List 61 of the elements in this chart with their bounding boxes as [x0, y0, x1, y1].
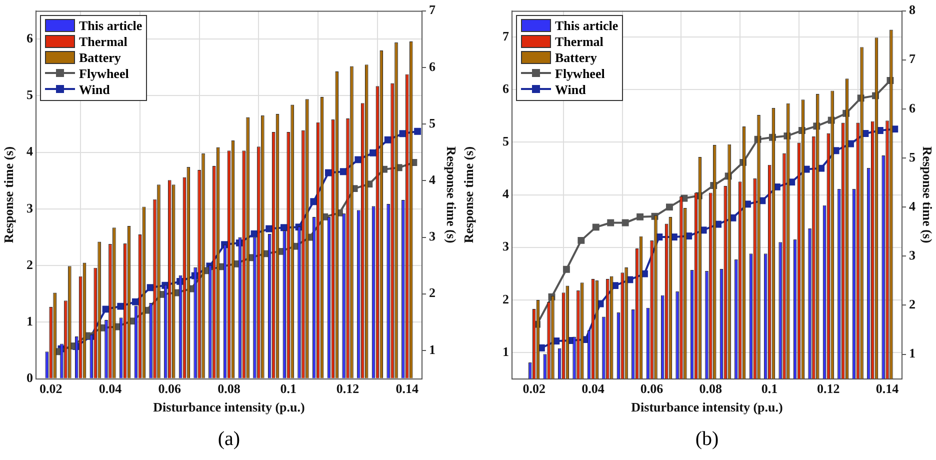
legend-label: Thermal	[79, 34, 128, 50]
y-tick-label: 6	[502, 81, 510, 96]
y-tick-label: 2	[26, 256, 33, 272]
y2-tick-label: 3	[909, 247, 916, 262]
y2-tick-label: 6	[909, 100, 916, 116]
legend-label: This article	[79, 18, 142, 34]
y2-tick-label: 7	[429, 2, 436, 18]
x-tick-label: 0.06	[640, 380, 664, 396]
x-axis-title: Disturbance intensity (p.u.)	[631, 400, 783, 415]
y2-tick-label: 2	[429, 285, 436, 300]
legend-label: This article	[555, 18, 618, 34]
y-tick-label: 2	[502, 291, 509, 306]
y-tick-label: 7	[502, 28, 510, 44]
y-tick-label: 1	[26, 314, 33, 329]
legend-label: Wind	[555, 82, 586, 98]
y2-axis-title: Response time (s)	[920, 146, 935, 244]
legend-label: Wind	[79, 82, 110, 98]
x-tick-label: 0.14	[396, 380, 420, 396]
y2-tick-label: 4	[429, 172, 436, 188]
x-tick-label: 0.1	[761, 380, 778, 396]
x-tick-label: 0.08	[218, 380, 241, 396]
x-tick-label: 0.12	[817, 380, 840, 396]
x-tick-label: 0.04	[98, 380, 122, 396]
y-tick-label: 3	[26, 200, 34, 216]
y2-tick-label: 1	[909, 346, 916, 361]
y2-tick-label: 1	[429, 342, 436, 357]
x-tick-label: 0.1	[280, 380, 297, 396]
y2-tick-label: 6	[429, 58, 436, 74]
y-tick-label: 5	[502, 134, 510, 149]
y2-tick-label: 5	[909, 149, 916, 164]
x-tick-label: 0.06	[158, 380, 182, 396]
y2-axis-title: Response time (s)	[444, 146, 459, 244]
x-tick-label: 0.08	[699, 380, 723, 396]
legend-label: Battery	[79, 50, 121, 66]
y2-tick-label: 2	[909, 296, 916, 312]
y2-tick-label: 5	[429, 115, 436, 130]
x-axis-title: Disturbance intensity (p.u.)	[153, 400, 305, 415]
y2-tick-label: 4	[909, 198, 916, 214]
x-tick-label: 0.14	[876, 380, 900, 396]
x-tick-label: 0.02	[39, 380, 62, 396]
y-axis-title: Response time (s)	[1, 146, 16, 244]
y-tick-label: 3	[502, 238, 510, 254]
legend-label: Flywheel	[555, 66, 605, 82]
y-axis-title: Response time (s)	[461, 146, 476, 244]
y2-tick-label: 7	[909, 51, 916, 66]
y2-tick-label: 3	[429, 228, 436, 244]
y-tick-label: 1	[502, 344, 509, 359]
y2-tick-label: 8	[909, 2, 916, 18]
x-tick-label: 0.12	[336, 380, 360, 396]
legend-label: Battery	[555, 50, 597, 66]
text: (b)	[695, 428, 719, 451]
y-tick-label: 4	[26, 144, 34, 159]
text: (a)	[218, 428, 240, 451]
x-tick-label: 0.02	[522, 380, 546, 396]
y-tick-label: 4	[502, 186, 510, 202]
x-tick-label: 0.04	[582, 380, 605, 396]
legend-label: Thermal	[555, 34, 604, 50]
y-tick-label: 0	[26, 370, 33, 386]
legend-label: Flywheel	[79, 66, 129, 82]
y-tick-label: 6	[26, 30, 34, 46]
y-tick-label: 5	[26, 87, 34, 102]
